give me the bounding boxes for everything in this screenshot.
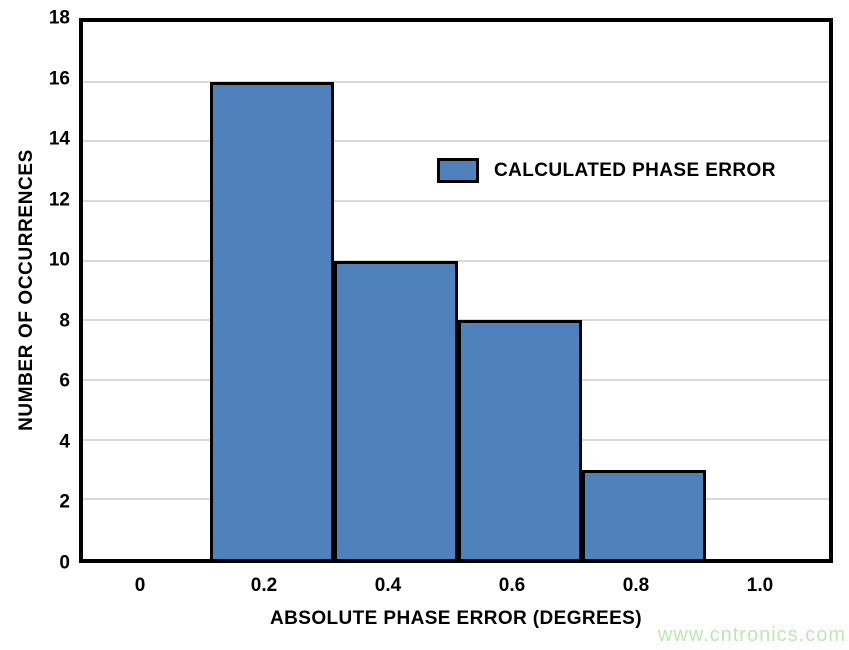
- gridline: [83, 200, 829, 202]
- legend: CALCULATED PHASE ERROR: [437, 158, 776, 183]
- y-tick-label: 4: [59, 431, 70, 453]
- y-tick-label: 6: [59, 370, 70, 392]
- histogram-bar-0.8: [582, 469, 706, 559]
- y-tick-label: 2: [59, 491, 70, 513]
- gridline: [83, 140, 829, 143]
- y-tick-label: 14: [48, 128, 70, 150]
- y-tick-label: 8: [59, 310, 70, 332]
- x-tick-label: 0: [134, 575, 146, 596]
- y-tick-label: 0: [59, 552, 70, 574]
- y-tick-label: 16: [48, 68, 70, 90]
- y-tick-label: 12: [48, 189, 70, 211]
- histogram-bar-0.6: [458, 320, 582, 559]
- y-tick-label: 18: [48, 7, 70, 29]
- x-tick-label: 0.2: [250, 575, 278, 596]
- x-axis-title: ABSOLUTE PHASE ERROR (DEGREES): [270, 608, 642, 629]
- histogram-bar-0.2: [210, 81, 334, 559]
- gridline: [83, 80, 829, 83]
- gridline: [83, 259, 829, 262]
- legend-label: CALCULATED PHASE ERROR: [494, 159, 776, 181]
- x-tick-label: 0.6: [498, 575, 526, 596]
- y-tick-label: 10: [48, 249, 70, 271]
- legend-swatch: [437, 158, 479, 183]
- x-tick-label: 0.4: [374, 575, 402, 596]
- x-tick-label: 1.0: [746, 575, 774, 596]
- x-axis-tick-labels: 0 0.2 0.4 0.6 0.8 1.0: [83, 573, 837, 599]
- x-tick-label: 0.8: [622, 575, 650, 596]
- histogram-bar-0.4: [334, 260, 458, 559]
- y-axis-tick-labels: 0 2 4 6 8 10 12 14 16 18: [0, 9, 73, 573]
- watermark: www.cntronics.com: [657, 624, 846, 646]
- plot-area: CALCULATED PHASE ERROR: [79, 18, 833, 563]
